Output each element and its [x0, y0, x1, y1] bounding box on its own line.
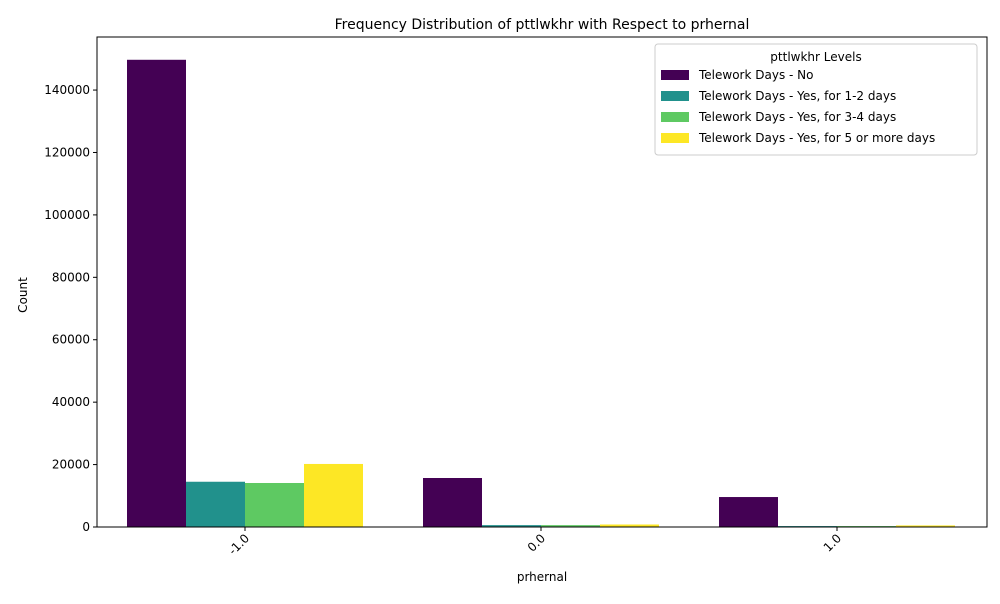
bar-2--1.0	[186, 481, 245, 527]
y-axis-label: Count	[16, 277, 30, 313]
y-tick-label: 20000	[52, 458, 90, 472]
y-axis-ticks: 0 20000 40000 60000 80000 100000 120000 140000	[44, 83, 97, 534]
bar-3-0.0	[541, 525, 600, 527]
legend-swatch	[661, 70, 689, 80]
legend-title: pttlwkhr Levels	[770, 50, 861, 64]
bar-1--1.0	[127, 59, 186, 527]
y-tick-label: 40000	[52, 395, 90, 409]
legend-box	[654, 43, 978, 156]
x-axis-ticks: -1.0 0.0 1.0	[226, 527, 844, 558]
y-tick-label: 120000	[44, 145, 90, 159]
bar-1-0.0	[423, 478, 482, 527]
bar-4-1.0	[896, 525, 955, 527]
bar-3--1.0	[245, 482, 304, 527]
legend-label: Telework Days - Yes, for 1-2 days	[698, 89, 896, 103]
legend-label: Telework Days - Yes, for 5 or more days	[698, 131, 935, 145]
bar-4--1.0	[304, 463, 363, 527]
legend-swatch	[661, 91, 689, 101]
legend-label: Telework Days - Yes, for 3-4 days	[698, 110, 896, 124]
y-tick-label: 100000	[44, 208, 90, 222]
y-tick-label: 0	[82, 520, 90, 534]
x-tick-label: 1.0	[821, 531, 844, 554]
x-tick-label: -1.0	[226, 531, 252, 557]
y-tick-label: 60000	[52, 333, 90, 347]
legend-swatch	[661, 133, 689, 143]
legend-swatch	[661, 112, 689, 122]
chart-title: Frequency Distribution of pttlwkhr with …	[335, 17, 750, 33]
legend-items: Telework Days - No Telework Days - Yes, f…	[661, 68, 935, 145]
x-axis-label: prhernal	[517, 570, 567, 584]
bar-1-1.0	[719, 497, 778, 527]
y-tick-label: 140000	[44, 83, 90, 97]
x-tick-label: 0.0	[525, 531, 548, 554]
bar-4-0.0	[600, 524, 659, 527]
legend-label: Telework Days - No	[698, 68, 813, 82]
plot-area-frame	[96, 36, 988, 528]
y-tick-label: 80000	[52, 270, 90, 284]
legend: pttlwkhr Levels Telework Days - NoTelewo…	[654, 43, 978, 156]
bar-2-0.0	[482, 525, 541, 527]
